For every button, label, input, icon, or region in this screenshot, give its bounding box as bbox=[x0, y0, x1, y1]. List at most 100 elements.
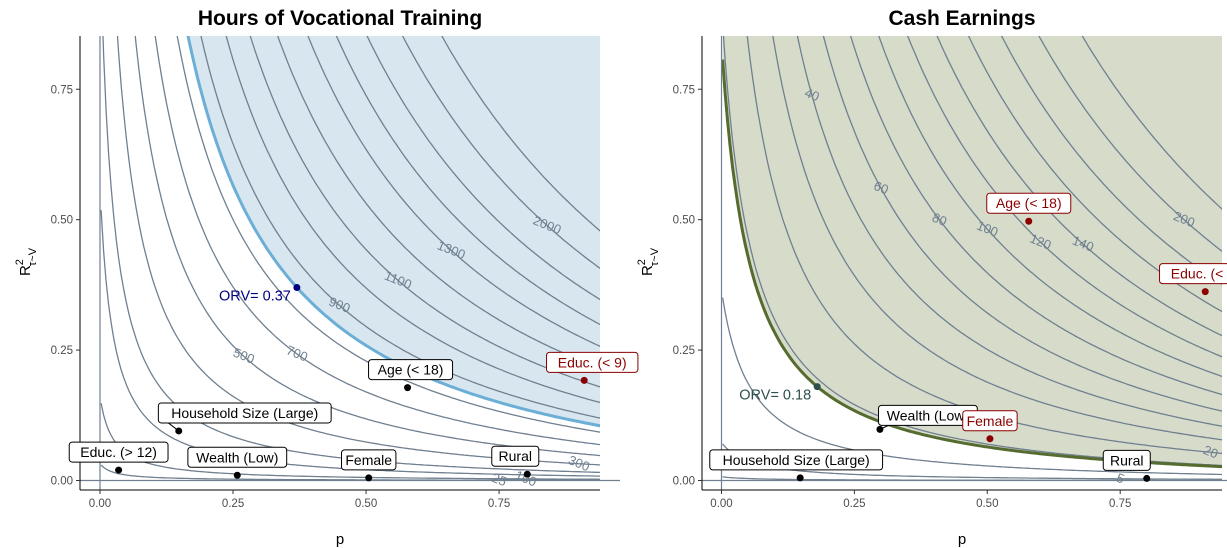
contour-line bbox=[722, 443, 1222, 480]
y-tick-label: 0.00 bbox=[51, 476, 73, 488]
contour-label: 25 bbox=[490, 470, 509, 489]
covariate-label-box bbox=[368, 359, 454, 381]
covariate-marker: Wealth (Low) bbox=[876, 404, 978, 433]
covariate-marker: Educ. (> 12) bbox=[68, 441, 169, 474]
orv-point bbox=[293, 283, 301, 291]
x-tick-label: 0.25 bbox=[843, 498, 865, 510]
covariate-marker: Household Size (Large) bbox=[709, 449, 884, 482]
covariate-label: Female bbox=[967, 413, 1014, 429]
y-tick-label: 0.50 bbox=[51, 215, 73, 227]
contour-line bbox=[200, 36, 600, 419]
significance-region bbox=[722, 36, 1222, 467]
threshold-line bbox=[186, 36, 600, 428]
contour-line bbox=[401, 36, 600, 270]
covariate-label: Educ. (< 9) bbox=[1171, 266, 1227, 282]
covariate-label: Rural bbox=[499, 448, 532, 464]
contour-line bbox=[796, 36, 1222, 427]
covariate-label: Female bbox=[345, 452, 392, 468]
contour-line bbox=[154, 36, 600, 446]
covariate-marker: Educ. (< 9) bbox=[1159, 263, 1227, 296]
covariate-label-box bbox=[187, 446, 288, 468]
covariate-marker: Household Size (Large) bbox=[157, 402, 332, 435]
covariate-marker: Female bbox=[962, 410, 1018, 443]
covariate-point bbox=[876, 425, 884, 433]
y-axis-title-main: R bbox=[17, 265, 34, 276]
orv-label: ORV= 0.18 bbox=[739, 388, 811, 404]
contour-label: 60 bbox=[872, 178, 891, 197]
covariate-label: Household Size (Large) bbox=[171, 405, 318, 421]
covariate-marker: Age (< 18) bbox=[986, 192, 1072, 225]
covariate-label-box bbox=[491, 445, 540, 467]
contour-line bbox=[176, 36, 600, 433]
y-axis-title-sup: 2 bbox=[636, 259, 648, 265]
covariate-point bbox=[1025, 217, 1033, 225]
x-tick-label: 0.00 bbox=[710, 498, 732, 510]
contour-line bbox=[967, 36, 1222, 313]
orv-label: ORV= 0.37 bbox=[219, 288, 291, 304]
covariate-marker: Age (< 18) bbox=[368, 359, 454, 392]
y-axis-title-sup: 2 bbox=[14, 259, 26, 265]
x-tick-label: 0.50 bbox=[976, 498, 998, 510]
covariate-point bbox=[580, 376, 588, 384]
covariate-label-box bbox=[986, 192, 1072, 214]
covariate-label: Educ. (> 12) bbox=[80, 444, 157, 460]
covariate-label-box bbox=[962, 410, 1018, 432]
covariate-label-box bbox=[68, 441, 169, 463]
contour-line bbox=[307, 36, 600, 347]
contour-line bbox=[772, 36, 1222, 441]
contour-line bbox=[1000, 36, 1222, 286]
covariate-label: Educ. (< 9) bbox=[558, 354, 627, 370]
covariate-label: Household Size (Large) bbox=[723, 452, 870, 468]
y-tick-label: 0.00 bbox=[673, 476, 695, 488]
contour-line bbox=[225, 36, 600, 404]
covariate-label-box bbox=[1102, 449, 1151, 471]
panel-vocational-training: Hours of Vocational Training 25 100300500… bbox=[14, 7, 639, 548]
y-tick-label: 0.50 bbox=[673, 215, 695, 227]
x-axis-ticks: 0.00 0.25 0.50 0.75 bbox=[89, 490, 510, 510]
x-tick-label: 0.50 bbox=[355, 498, 377, 510]
contour-label: 40 bbox=[803, 85, 822, 104]
contour-line bbox=[721, 297, 1222, 476]
contour-line bbox=[822, 36, 1222, 412]
covariate-point bbox=[986, 435, 994, 443]
covariate-point bbox=[1201, 288, 1209, 296]
covariate-point bbox=[404, 384, 412, 392]
covariate-label-box bbox=[709, 449, 884, 471]
y-axis-title: R2τ~V bbox=[14, 247, 39, 276]
covariate-label-box bbox=[1159, 263, 1227, 285]
x-tick-label: 0.25 bbox=[222, 498, 244, 510]
y-axis-ticks: 0.00 0.25 0.50 0.75 bbox=[673, 84, 702, 488]
contour-line bbox=[1081, 36, 1222, 210]
contour-line bbox=[249, 36, 600, 388]
covariate-label: Wealth (Low) bbox=[887, 407, 969, 423]
covariate-point bbox=[523, 470, 531, 478]
y-axis-title-main: R bbox=[639, 265, 656, 276]
panel-title: Cash Earnings bbox=[888, 7, 1035, 30]
covariate-label-box bbox=[546, 351, 639, 373]
covariate-marker: Rural bbox=[1102, 449, 1151, 482]
covariate-label-box bbox=[157, 402, 332, 424]
covariate-label-box bbox=[341, 449, 397, 471]
contour-line bbox=[441, 36, 600, 232]
contour-label: 20 bbox=[1201, 442, 1220, 461]
covariate-marker: Rural bbox=[491, 445, 540, 478]
y-axis-title-sub: τ~V bbox=[649, 247, 661, 266]
contour-line bbox=[849, 36, 1222, 396]
contour-line bbox=[100, 403, 600, 480]
x-tick-label: 0.00 bbox=[89, 498, 111, 510]
y-axis-ticks: 0.00 0.25 0.50 0.75 bbox=[51, 84, 80, 488]
contour-line bbox=[277, 36, 600, 369]
covariate-point bbox=[175, 427, 183, 435]
contour-line bbox=[366, 36, 600, 301]
covariate-label: Rural bbox=[1110, 452, 1143, 468]
contour-line bbox=[936, 36, 1222, 337]
covariate-point bbox=[115, 466, 123, 474]
covariate-marker: Educ. (< 9) bbox=[546, 351, 639, 384]
y-axis-title-sub: τ~V bbox=[27, 247, 39, 266]
contour-line bbox=[1038, 36, 1222, 252]
y-tick-label: 0.25 bbox=[51, 345, 73, 357]
